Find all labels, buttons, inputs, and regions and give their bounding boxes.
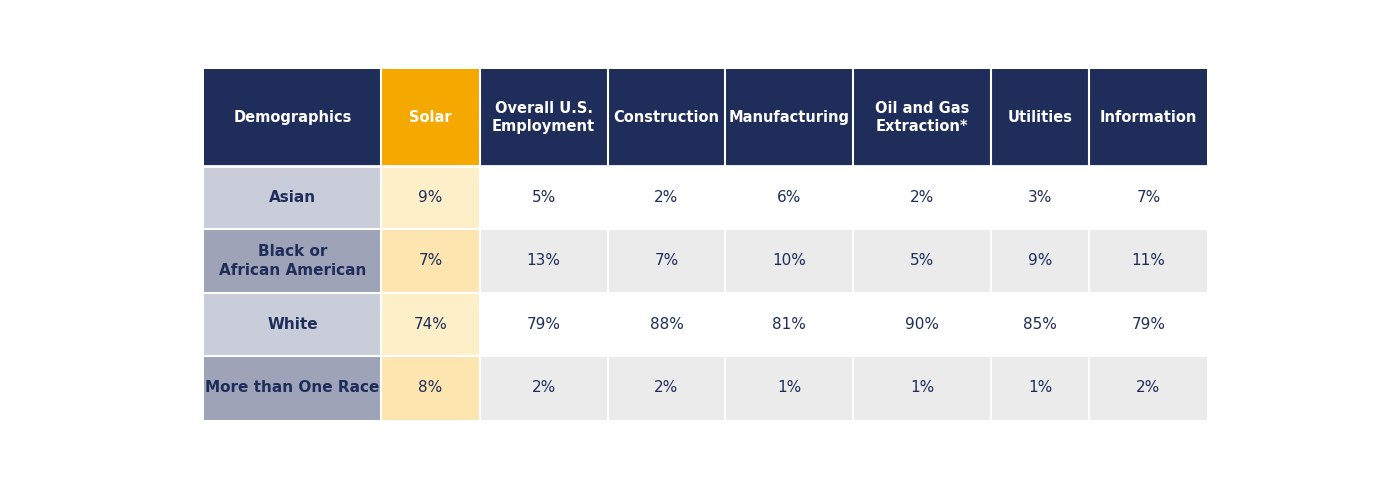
Bar <box>726 166 854 229</box>
Text: Asian: Asian <box>269 190 317 205</box>
Text: 2%: 2% <box>532 380 556 395</box>
Text: 13%: 13% <box>526 253 560 268</box>
Bar <box>204 293 381 356</box>
Text: 1%: 1% <box>910 380 934 395</box>
Bar <box>1089 229 1208 293</box>
Text: 1%: 1% <box>1029 380 1052 395</box>
Bar <box>607 356 726 420</box>
Bar <box>854 356 991 420</box>
Text: Solar: Solar <box>409 110 452 125</box>
Text: 79%: 79% <box>526 317 560 332</box>
Text: 7%: 7% <box>419 253 442 268</box>
Bar <box>204 356 381 420</box>
Text: 85%: 85% <box>1023 317 1058 332</box>
Bar <box>479 356 607 420</box>
Bar <box>381 166 479 229</box>
Text: 74%: 74% <box>413 317 448 332</box>
Text: Oil and Gas
Extraction*: Oil and Gas Extraction* <box>874 101 969 134</box>
Text: 11%: 11% <box>1132 253 1165 268</box>
Bar <box>479 229 607 293</box>
Bar <box>726 356 854 420</box>
Text: 2%: 2% <box>654 190 679 205</box>
Bar <box>607 69 726 166</box>
Text: Construction: Construction <box>613 110 719 125</box>
Bar <box>1089 293 1208 356</box>
Bar <box>854 166 991 229</box>
Bar <box>607 293 726 356</box>
Bar <box>991 166 1089 229</box>
Text: 79%: 79% <box>1132 317 1165 332</box>
Bar <box>991 69 1089 166</box>
Text: 90%: 90% <box>905 317 939 332</box>
Bar <box>204 166 381 229</box>
Text: 9%: 9% <box>419 190 442 205</box>
Bar <box>479 69 607 166</box>
Text: 6%: 6% <box>777 190 801 205</box>
Text: More than One Race: More than One Race <box>205 380 380 395</box>
Bar <box>204 229 381 293</box>
Text: 2%: 2% <box>654 380 679 395</box>
Text: 3%: 3% <box>1029 190 1052 205</box>
Bar <box>991 229 1089 293</box>
Bar <box>726 69 854 166</box>
Bar <box>1089 356 1208 420</box>
Text: 2%: 2% <box>1136 380 1161 395</box>
Bar <box>204 69 381 166</box>
Text: White: White <box>267 317 318 332</box>
Text: 10%: 10% <box>772 253 806 268</box>
Bar <box>991 356 1089 420</box>
Bar <box>479 293 607 356</box>
Bar <box>381 229 479 293</box>
Bar <box>381 356 479 420</box>
Bar <box>479 166 607 229</box>
Text: 8%: 8% <box>419 380 442 395</box>
Bar <box>607 166 726 229</box>
Bar <box>726 229 854 293</box>
Bar <box>607 229 726 293</box>
Text: 7%: 7% <box>654 253 679 268</box>
Text: 7%: 7% <box>1136 190 1161 205</box>
Text: 2%: 2% <box>910 190 934 205</box>
Text: Demographics: Demographics <box>234 110 353 125</box>
Bar <box>726 293 854 356</box>
Text: Utilities: Utilities <box>1008 110 1073 125</box>
Text: Overall U.S.
Employment: Overall U.S. Employment <box>492 101 595 134</box>
Text: Black or
African American: Black or African American <box>219 244 366 278</box>
Bar <box>991 293 1089 356</box>
Text: 88%: 88% <box>650 317 683 332</box>
Text: Manufacturing: Manufacturing <box>728 110 850 125</box>
Text: Information: Information <box>1100 110 1197 125</box>
Text: 5%: 5% <box>910 253 934 268</box>
Text: 5%: 5% <box>532 190 556 205</box>
Bar <box>381 69 479 166</box>
Text: 1%: 1% <box>777 380 801 395</box>
Bar <box>854 229 991 293</box>
Text: 9%: 9% <box>1029 253 1052 268</box>
Bar <box>1089 166 1208 229</box>
Bar <box>854 69 991 166</box>
Text: 81%: 81% <box>772 317 806 332</box>
Bar <box>854 293 991 356</box>
Bar <box>1089 69 1208 166</box>
Bar <box>381 293 479 356</box>
